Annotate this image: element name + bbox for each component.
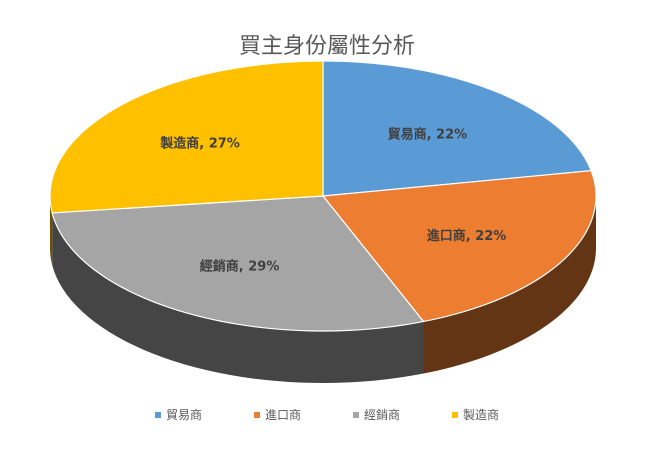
legend-item-1: 貿易商 bbox=[154, 406, 202, 423]
pie-slice-4 bbox=[49, 60, 324, 214]
legend-label: 進口商 bbox=[264, 408, 301, 422]
legend-swatch bbox=[154, 411, 161, 418]
data-label-4: 製造商, 27% bbox=[159, 135, 240, 151]
legend-swatch bbox=[253, 411, 260, 418]
legend-item-4: 製造商 bbox=[452, 406, 499, 423]
legend-swatch bbox=[353, 411, 359, 418]
data-label-1: 貿易商, 22% bbox=[388, 127, 468, 143]
data-label-2: 進口商, 22% bbox=[427, 228, 507, 244]
pie-slice-3 bbox=[51, 195, 425, 332]
legend-swatch bbox=[452, 411, 459, 418]
pie-side-2 bbox=[423, 196, 596, 374]
legend: 貿易商 進口商 經銷商 製造商 bbox=[0, 406, 654, 423]
pie-slice-1 bbox=[322, 60, 593, 197]
legend-item-2: 進口商 bbox=[253, 406, 301, 423]
legend-label: 製造商 bbox=[463, 408, 500, 422]
data-label-3: 經銷商, 29% bbox=[200, 259, 280, 275]
legend-label: 貿易商 bbox=[165, 408, 202, 422]
legend-item-3: 經銷商 bbox=[353, 406, 400, 423]
pie-slice-2 bbox=[321, 170, 597, 323]
pie-side-3 bbox=[52, 212, 424, 383]
legend-label: 經銷商 bbox=[364, 408, 401, 422]
chart-title: 買主身份屬性分析 bbox=[238, 34, 415, 59]
